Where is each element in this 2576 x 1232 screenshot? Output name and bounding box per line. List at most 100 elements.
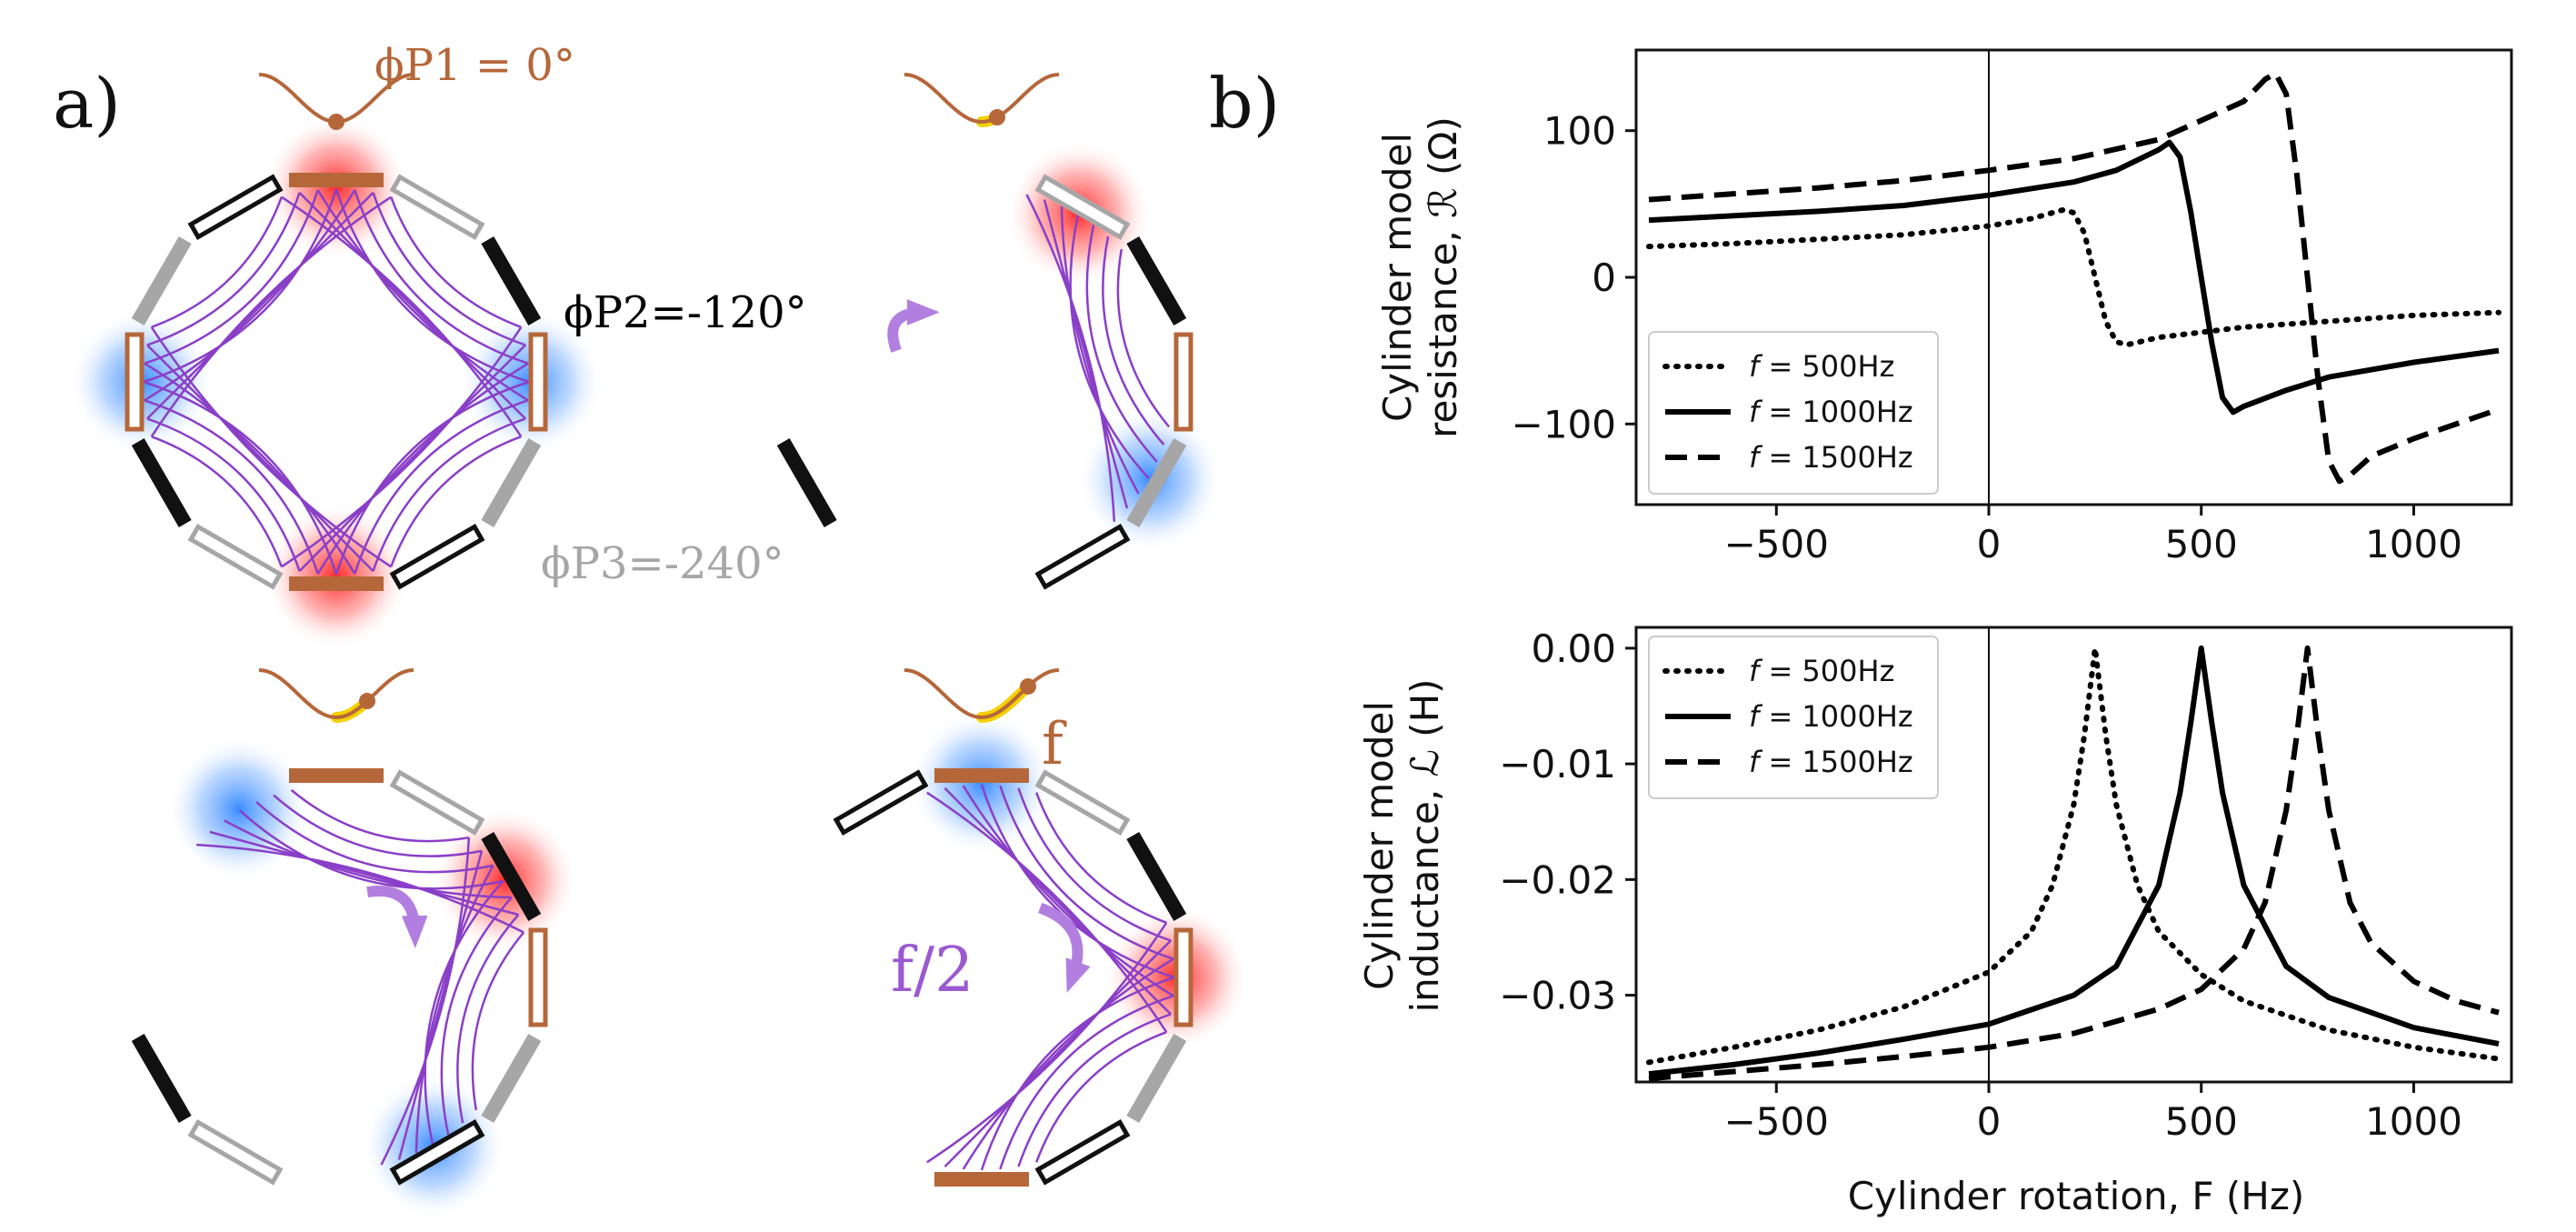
x-tick-label: 0 (1977, 1099, 2002, 1144)
rotation-arrow (887, 299, 940, 353)
field-line (926, 922, 1168, 1164)
field-line (1043, 199, 1129, 509)
stator-segment-p1 (528, 927, 548, 1027)
field-line (980, 976, 1175, 1171)
field-line (926, 791, 1168, 1033)
y-tick-label: −0.01 (1499, 742, 1616, 786)
field-line (209, 830, 519, 916)
x-tick-label: 1000 (2365, 1099, 2462, 1144)
legend-entry: f = 1000Hz (1749, 395, 1913, 429)
field-line (1069, 215, 1150, 479)
field-line (281, 195, 523, 437)
field-line (354, 189, 529, 365)
stator-segment-p1 (934, 1172, 1029, 1187)
field-line (999, 995, 1174, 1170)
phase-p2-label: ϕP2=-120° (564, 287, 807, 338)
stator-segment-p3 (481, 1033, 542, 1124)
field-line (146, 192, 374, 420)
field-line (151, 196, 283, 328)
stator-segment-p2 (1126, 831, 1187, 922)
inductance-chart: Cylinder model inductance, ℒ (H) Cylinde… (1357, 626, 2513, 1218)
inductance-ylabel-line1: Cylinder model (1357, 701, 1402, 990)
resistance-chart: Cylinder model resistance, ℛ (Ω) −500 0 50… (1375, 48, 2513, 566)
x-tick-label: 1000 (2365, 522, 2462, 566)
stator-segment-p2 (1126, 235, 1187, 326)
stator-segment-p2 (776, 437, 837, 528)
rotation-arrow (366, 886, 428, 949)
y-tick-label: −0.02 (1499, 857, 1616, 902)
field-line (1025, 194, 1116, 522)
field-line (146, 344, 374, 572)
field-line (456, 914, 520, 1124)
stator-segment-p1 (125, 332, 145, 432)
stator-segment-p2 (481, 235, 542, 326)
series-line-dashed (1648, 645, 2500, 1082)
field-line (1116, 248, 1171, 428)
field-line (1017, 787, 1172, 942)
stator-segment-p1 (289, 173, 384, 187)
series-line-dotted (1646, 206, 2501, 348)
field-line (962, 957, 1174, 1170)
stator-diagram-1 (69, 73, 604, 649)
field-line (962, 785, 1174, 997)
inductance-xlabel: Cylinder rotation, F (Hz) (1848, 1174, 2305, 1218)
stator-segment-p3 (131, 235, 192, 326)
stator-diagram-2 (776, 73, 1223, 590)
stator-diagram-4 (833, 668, 1249, 1187)
series-line-solid (1648, 645, 2500, 1077)
stator-segment-p1 (1173, 332, 1193, 432)
phase-marker (989, 109, 1005, 126)
field-line (150, 326, 392, 568)
field-line (144, 189, 319, 365)
stator-segment-p3 (187, 1118, 284, 1186)
field-line (1085, 225, 1158, 463)
stator-segment-p3 (389, 769, 485, 836)
field-line (239, 809, 504, 890)
field-line (144, 189, 356, 402)
y-tick-label: −100 (1512, 402, 1616, 446)
legend-entry: f = 1500Hz (1749, 440, 1913, 475)
field-line (397, 850, 484, 1160)
field-line (1102, 235, 1165, 446)
stator-segment-p3 (1126, 1033, 1187, 1124)
stator-segment-p2 (131, 1033, 192, 1124)
stator-segment-p1 (289, 768, 384, 783)
stator-segment-p2 (187, 174, 284, 241)
stator-segment-p2 (1034, 1118, 1131, 1186)
y-tick-label: 0 (1592, 255, 1616, 300)
frequency-half-label: f/2 (891, 935, 973, 1007)
phase-marker (359, 693, 375, 710)
resistance-ylabel-line2: resistance, ℛ (Ω) (1421, 116, 1465, 438)
field-line (146, 192, 301, 346)
field-line (146, 417, 301, 572)
field-line (999, 785, 1174, 960)
y-tick-label: −0.03 (1499, 974, 1616, 1018)
field-line (143, 380, 338, 576)
phase-p1-label: ϕP1 = 0° (374, 40, 575, 91)
field-line (390, 436, 522, 567)
inductance-ylabel-line2: inductance, ℒ (H) (1403, 678, 1447, 1012)
field-line (944, 787, 1172, 1016)
field-line (298, 192, 526, 420)
field-line (316, 189, 529, 402)
resistance-ylabel-line1: Cylinder model (1375, 133, 1420, 422)
stator-diagram-3 (131, 668, 578, 1219)
field-line (471, 931, 525, 1111)
legend-entry: f = 500Hz (1749, 349, 1894, 384)
field-line (316, 362, 529, 575)
stator-segment-p2 (389, 1118, 485, 1186)
stator-segment-p1 (934, 768, 1029, 783)
field-line (372, 417, 526, 572)
panel-a-label: a) (53, 63, 121, 144)
field-line (273, 794, 483, 857)
stator-segment-p3 (389, 174, 485, 241)
phase-wave (904, 73, 1060, 125)
field-line (1060, 206, 1140, 495)
stator-segment-p1 (1173, 927, 1193, 1027)
field-line (151, 436, 283, 567)
x-tick-label: −500 (1724, 522, 1829, 566)
stator-segment-p3 (1126, 437, 1187, 528)
stator-segment-p1 (289, 576, 384, 591)
stator-diagram-panel (69, 73, 1249, 1219)
